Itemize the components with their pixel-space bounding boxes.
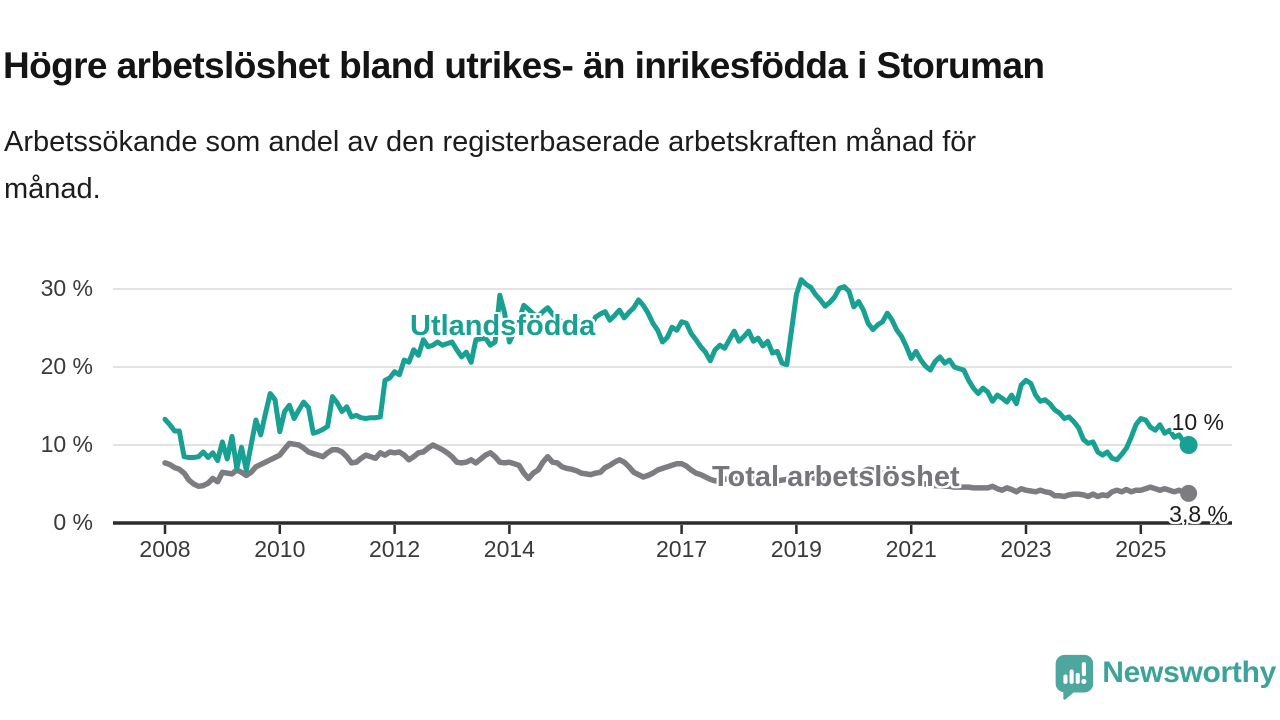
end-value-label-utlandsfodda: 10 % [1171,409,1224,435]
series-label-total-arbetsloshet: Total arbetslöshet [712,461,960,493]
y-tick-label: 10 % [40,431,93,457]
series-end-dot-utlandsfodda [1179,436,1198,454]
brand-name: Newsworthy [1102,656,1276,689]
x-tick-label: 2010 [254,536,306,562]
newsworthy-logo[interactable]: Newsworthy [1054,647,1276,705]
series-line-utlandsfodda [162,277,1192,473]
x-tick-label: 2021 [885,536,937,562]
series-label-utlandsfodda: Utlandsfödda [410,310,596,342]
subtitle-line-1: Arbetssökande som andel av den registerb… [4,126,977,158]
x-tick-label: 2008 [139,536,191,562]
end-value-label-total: 3,8 % [1169,501,1228,527]
page-title: Högre arbetslöshet bland utrikes- än inr… [3,44,1045,86]
subtitle-line-2: månad. [4,173,101,205]
y-tick-label: 20 % [40,353,93,379]
series-line-total [162,440,1192,500]
chart-subtitle: Arbetssökande som andel av den registerb… [4,119,1204,213]
x-tick-label: 2012 [369,536,421,562]
x-tick-label: 2017 [656,536,708,562]
x-tick-label: 2019 [770,536,822,562]
bar-chart-speech-bubble-icon [1055,654,1094,700]
data-series [162,277,1198,502]
x-tick-label: 2025 [1115,536,1167,562]
y-tick-label: 30 % [40,275,93,301]
x-tick-label: 2023 [1000,536,1052,562]
y-tick-label: 0 % [53,509,93,535]
series-end-dot-total [1180,484,1198,502]
x-axis [113,521,1232,534]
x-tick-label: 2014 [483,536,535,562]
